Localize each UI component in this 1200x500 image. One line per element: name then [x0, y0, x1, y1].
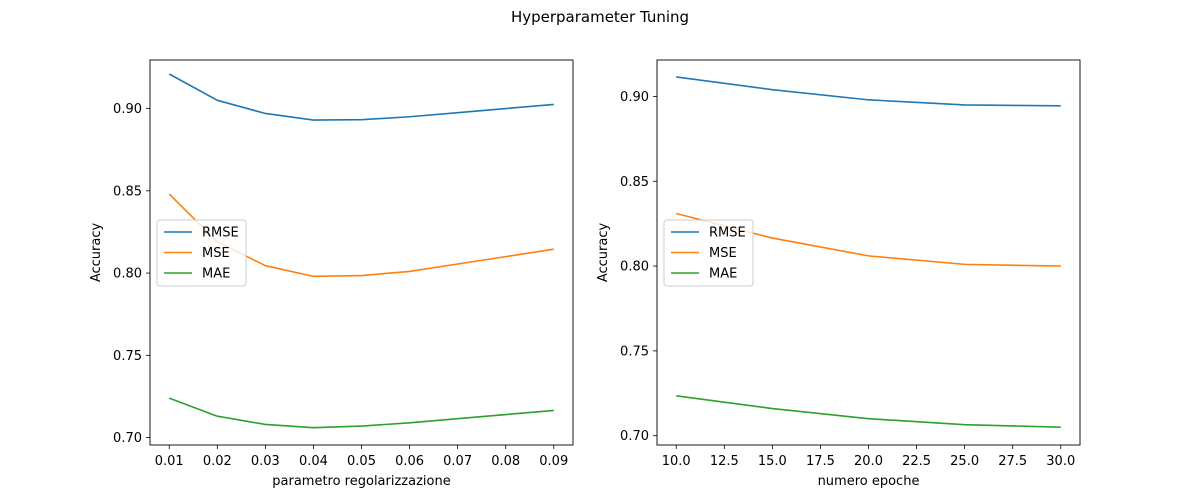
x-tick-label: 30.0	[1046, 454, 1075, 469]
x-tick-label: 0.08	[491, 454, 520, 469]
figure-title: Hyperparameter Tuning	[511, 8, 689, 26]
x-tick-label: 0.07	[443, 454, 472, 469]
series-line-mae-2	[676, 395, 1061, 428]
subplot-regularization: 0.01 0.02 0.03 0.04 0.05 0.06 0.07 0.08 0.09 0.70…	[89, 59, 574, 489]
x-tick-label: 0.03	[251, 454, 280, 469]
x-tick-label: 10.0	[662, 454, 691, 469]
y-tick-label: 0.70	[620, 429, 649, 444]
y-tick-label: 0.75	[113, 349, 142, 364]
x-tick-label: 0.02	[203, 454, 232, 469]
legend-2: RMSE MSE MAE	[663, 219, 754, 287]
legend-label-rmse: RMSE	[709, 226, 746, 241]
x-tick-label: 15.0	[758, 454, 787, 469]
y-tick-label: 0.70	[113, 431, 142, 446]
legend-label-mae: MAE	[202, 267, 230, 282]
subplot-epochs: 10.0 12.5 15.0 17.5 20.0 22.5 25.0 27.5 30.0 0.70…	[596, 59, 1081, 489]
x-tick-label: 0.09	[539, 454, 568, 469]
x-tick-label: 27.5	[998, 454, 1027, 469]
x-tick-label: 20.0	[854, 454, 883, 469]
x-tick-label: 17.5	[806, 454, 835, 469]
x-tick-label: 0.04	[299, 454, 328, 469]
y-axis-label: Accuracy	[596, 223, 611, 283]
legend-1: RMSE MSE MAE	[156, 219, 247, 287]
y-tick-label: 0.80	[620, 260, 649, 275]
x-axis-label: parametro regolarizzazione	[272, 474, 450, 489]
y-tick-label: 0.90	[113, 102, 142, 117]
x-tick-label: 22.5	[902, 454, 931, 469]
legend-box	[663, 219, 754, 287]
x-tick-label: 0.06	[395, 454, 424, 469]
y-tick-label: 0.85	[620, 175, 649, 190]
legend-label-mse: MSE	[202, 246, 230, 261]
series-line-rmse-1	[168, 73, 554, 121]
legend-box	[156, 219, 247, 287]
series-line-rmse-2	[676, 76, 1061, 107]
y-axis-label: Accuracy	[89, 223, 104, 283]
legend-label-rmse: RMSE	[202, 226, 239, 241]
x-tick-label: 0.01	[155, 454, 184, 469]
series-line-mae-1	[168, 397, 554, 429]
legend-label-mse: MSE	[709, 246, 737, 261]
y-tick-label: 0.90	[620, 90, 649, 105]
legend-label-mae: MAE	[709, 267, 737, 282]
x-tick-label: 25.0	[950, 454, 979, 469]
y-tick-label: 0.80	[113, 267, 142, 282]
x-tick-label: 0.05	[347, 454, 376, 469]
x-axis-label: numero epoche	[818, 474, 920, 489]
y-tick-label: 0.75	[620, 344, 649, 359]
x-tick-label: 12.5	[710, 454, 739, 469]
y-tick-label: 0.85	[113, 184, 142, 199]
